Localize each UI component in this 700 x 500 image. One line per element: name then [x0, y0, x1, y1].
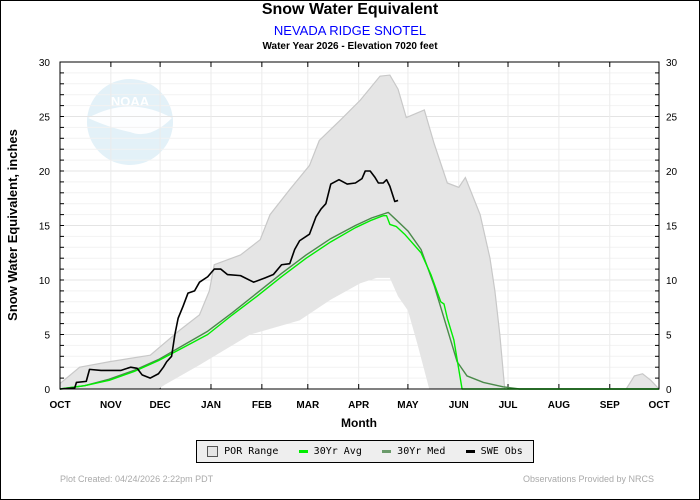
legend-swatch-med: [382, 450, 392, 453]
y-tick-label-right: 20: [666, 167, 678, 178]
y-tick-label-left: 0: [44, 385, 50, 396]
plot-created: Plot Created: 04/24/2026 2:22pm PDT: [60, 474, 214, 484]
x-tick-label: SEP: [600, 400, 620, 411]
y-tick-label-right: 5: [666, 331, 672, 342]
x-tick-label: NOV: [100, 400, 122, 411]
x-tick-label: JUN: [449, 400, 469, 411]
avg-line: [59, 214, 659, 390]
chart-subtitle: Water Year 2026 - Elevation 7020 feet: [262, 41, 438, 52]
x-tick-label: DEC: [150, 400, 171, 411]
x-tick-label: JAN: [201, 400, 221, 411]
median-line: [59, 211, 659, 390]
y-tick-label-left: 10: [39, 276, 51, 287]
plot-area-border: [59, 61, 660, 390]
por-range-band: [60, 75, 659, 389]
y-tick-label-right: 15: [666, 222, 678, 233]
x-tick-label: JUL: [499, 400, 518, 411]
y-tick-label-left: 5: [44, 331, 50, 342]
legend-label-med: 30Yr Med: [397, 446, 446, 457]
y-tick-label-left: 20: [39, 167, 51, 178]
y-tick-label-right: 30: [666, 58, 678, 69]
legend-item-obs: SWE Obs: [465, 446, 523, 457]
legend-swatch-por: [207, 446, 219, 457]
legend-item-med: 30Yr Med: [382, 446, 445, 457]
chart-title: Snow Water Equivalent: [261, 1, 439, 18]
legend-label-por: POR Range: [224, 446, 279, 457]
legend-swatch-obs: [465, 450, 475, 453]
legend: POR Range 30Yr Avg 30Yr Med SWE Obs: [196, 440, 534, 463]
por-max-edge: [59, 74, 660, 390]
x-tick-label: OCT: [49, 400, 70, 411]
y-tick-label-right: 0: [666, 385, 672, 396]
x-tick-label: MAY: [397, 400, 419, 411]
legend-label-obs: SWE Obs: [480, 446, 523, 457]
y-axis-label: Snow Water Equivalent, inches: [5, 129, 20, 321]
y-tick-label-right: 25: [666, 113, 678, 124]
x-tick-label: AUG: [548, 400, 570, 411]
station-name: NEVADA RIDGE SNOTEL: [273, 23, 427, 38]
legend-label-avg: 30Yr Avg: [313, 446, 362, 457]
x-tick-label: OCT: [648, 400, 669, 411]
noaa-logo-text: NOAA: [111, 94, 150, 109]
x-axis-label: Month: [341, 416, 377, 430]
legend-item-por: POR Range: [207, 446, 278, 457]
x-tick-label: FEB: [252, 400, 272, 411]
legend-item-avg: 30Yr Avg: [298, 446, 362, 457]
y-tick-label-left: 30: [39, 58, 51, 69]
y-tick-label-left: 25: [39, 113, 51, 124]
x-tick-label: MAR: [296, 400, 320, 411]
y-tick-label-right: 10: [666, 276, 678, 287]
data-credit: Observations Provided by NRCS: [522, 474, 654, 484]
x-tick-label: APR: [348, 400, 370, 411]
swe-obs-line: [59, 170, 399, 390]
y-tick-label-left: 15: [39, 222, 51, 233]
legend-swatch-avg: [298, 450, 308, 453]
